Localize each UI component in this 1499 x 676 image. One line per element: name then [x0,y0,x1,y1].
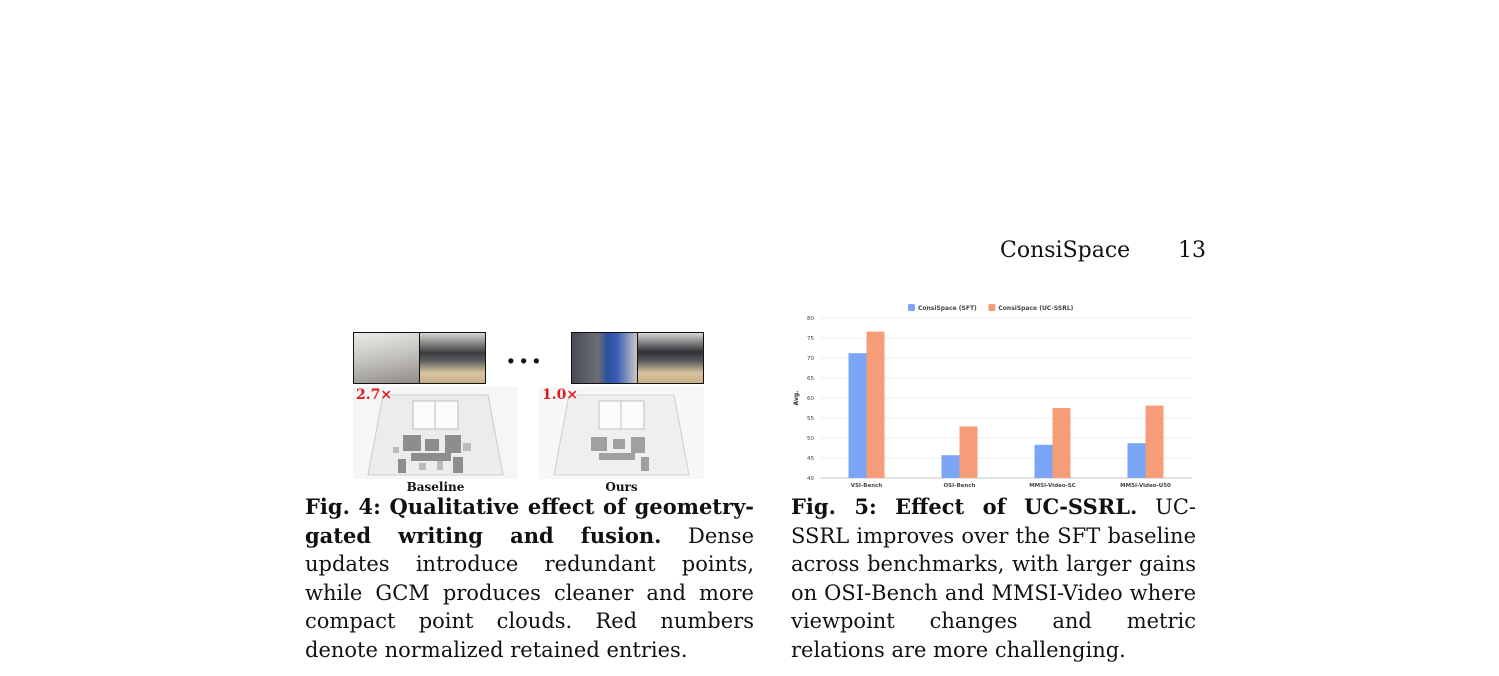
figure-4-caption-title: Fig. 4: Qualitative effect of geometry-g… [305,494,754,548]
baseline-point-cloud [353,387,518,479]
y-tick-label: 45 [807,456,814,462]
y-axis-label: Avg. [793,391,800,406]
figure-5-caption-body: UC-SSRL improves over the SFT baseline a… [791,495,1196,662]
ours-ratio: 1.0× [542,387,579,403]
x-tick-label: MMSI-Video-SC [1029,483,1076,489]
figure-5-chart: 40 45 50 55 60 65 70 75 80 Avg. VSI-Bench OSI-Bench… [786,298,1196,494]
y-tick-label: 70 [807,356,814,362]
y-tick-label: 55 [807,416,814,422]
figure-5-caption-title: Fig. 5: Effect of UC-SSRL. [791,494,1138,519]
legend-label: ConsiSpace (SFT) [918,305,977,312]
bar [941,455,960,478]
x-tick-label: OSI-Bench [944,483,976,489]
bar [959,426,978,478]
bar [1034,444,1053,478]
y-tick-label: 60 [807,396,814,402]
bar [1145,405,1164,478]
bar [1127,443,1146,478]
legend-label: ConsiSpace (UC-SSRL) [998,305,1073,312]
baseline-view-strip [353,332,486,384]
y-tick-label: 40 [807,476,814,482]
x-tick-label: VSI-Bench [851,483,883,489]
ours-point-cloud [539,387,704,479]
legend-swatch [908,304,915,311]
figure-4-caption-body: Dense updates introduce redundant points… [305,523,754,662]
baseline-label: Baseline [406,480,465,494]
y-tick-label: 75 [807,336,814,342]
bar [866,331,885,478]
ellipsis: ... [506,337,545,370]
figure-4-caption: Fig. 4: Qualitative effect of geometry-g… [305,493,754,665]
x-tick-label: MMSI-Video-U50 [1120,483,1171,489]
ours-view-strip [571,332,704,384]
y-tick-label: 65 [807,376,814,382]
bar-chart: 40 45 50 55 60 65 70 75 80 Avg. VSI-Bench OSI-Bench… [793,304,1192,489]
figure-5-caption: Fig. 5: Effect of UC-SSRL. UC-SSRL impro… [791,493,1196,665]
baseline-ratio: 2.7× [356,387,393,403]
y-tick-label: 50 [807,436,814,442]
bar [848,353,867,478]
running-title: ConsiSpace [1000,238,1131,263]
ours-label: Ours [605,480,638,494]
legend-swatch [988,304,996,311]
y-tick-label: 80 [807,316,814,322]
page-number: 13 [1178,238,1206,263]
figure-4: ... 2.7× [300,325,760,495]
bar [1052,408,1071,478]
